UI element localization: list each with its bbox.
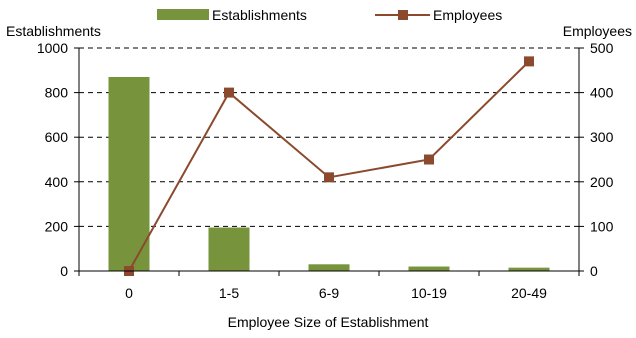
bar-1-5 [208, 227, 250, 271]
legend-label-establishments: Establishments [212, 7, 307, 23]
x-tick-label: 6-9 [319, 285, 339, 301]
point-6-9 [324, 172, 334, 183]
x-axis-title: Employee Size of Establishment [228, 314, 429, 330]
right-tick-label: 200 [590, 174, 614, 190]
bar-0 [108, 76, 150, 272]
bar-series [108, 76, 550, 272]
left-tick-label: 800 [45, 85, 69, 101]
legend-marker-employees [398, 10, 408, 20]
left-tick-label: 200 [45, 218, 69, 234]
bar-6-9 [308, 264, 350, 271]
legend: Establishments Employees [157, 7, 502, 23]
legend-swatch-establishments [157, 9, 209, 20]
x-tick-label: 1-5 [219, 285, 239, 301]
left-tick-label: 0 [60, 263, 68, 279]
gridlines [79, 47, 579, 227]
x-tick-label: 0 [125, 285, 133, 301]
x-tick-label: 10-19 [411, 285, 447, 301]
right-tick-label: 100 [590, 218, 614, 234]
right-tick-label: 400 [590, 85, 614, 101]
point-10-19 [424, 154, 434, 165]
left-tick-label: 1000 [37, 40, 68, 56]
point-20-49 [524, 56, 534, 67]
axes [74, 47, 584, 276]
right-tick-label: 500 [590, 40, 614, 56]
tick-labels: 0 200 400 600 800 1000 0 100 200 300 400 500 0 1-5 6-9… [37, 40, 614, 301]
left-tick-label: 600 [45, 129, 69, 145]
left-axis-title: Establishments [6, 23, 101, 39]
plot-area [79, 48, 579, 271]
right-axis-title: Employees [563, 23, 632, 39]
right-tick-label: 300 [590, 129, 614, 145]
legend-label-employees: Employees [433, 7, 502, 23]
x-tick-label: 20-49 [511, 285, 547, 301]
bar-10-19 [408, 266, 450, 271]
right-tick-label: 0 [590, 263, 598, 279]
left-tick-label: 400 [45, 174, 69, 190]
point-1-5 [224, 87, 234, 98]
bar-20-49 [508, 267, 550, 271]
plot-background [79, 48, 579, 271]
